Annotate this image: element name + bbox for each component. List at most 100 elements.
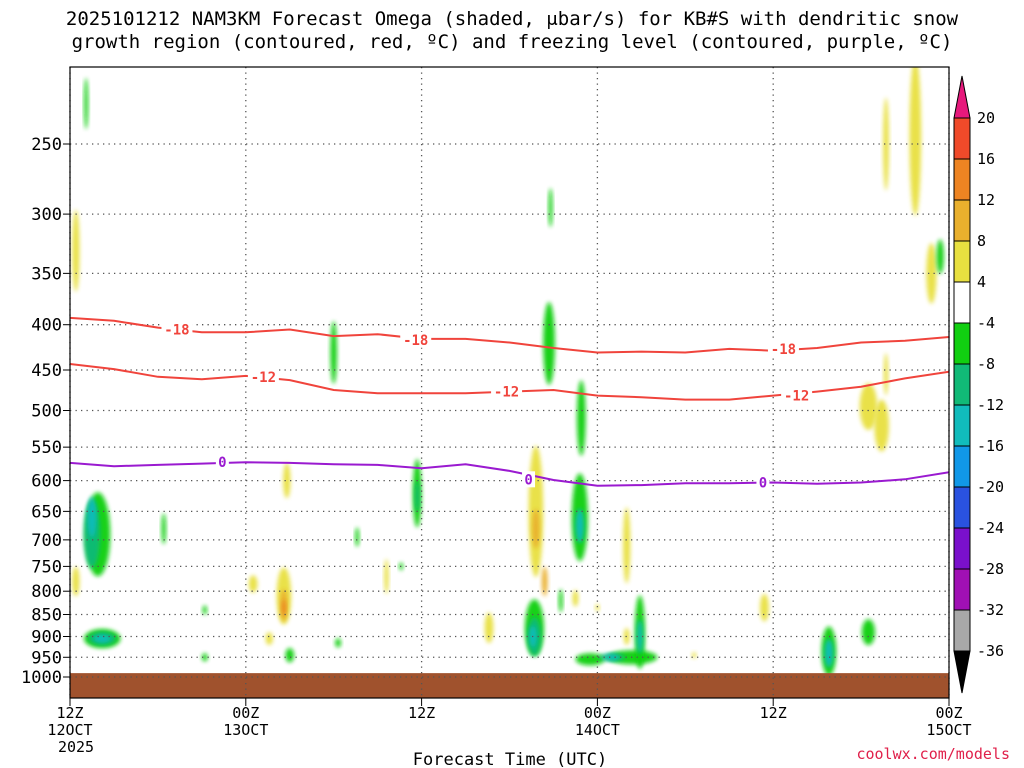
- site-credit[interactable]: coolwx.com/models: [856, 745, 1010, 763]
- y-tick-label: 900: [31, 627, 62, 647]
- omega-cell: [335, 638, 342, 648]
- y-tick-label: 800: [31, 582, 62, 602]
- x-tick-label: 12Z: [56, 704, 83, 722]
- contour-label: -12: [251, 370, 276, 386]
- omega-cell: [595, 604, 600, 612]
- pressure-gridlines: [69, 67, 950, 698]
- omega-cell: [691, 652, 697, 659]
- y-tick-label: 850: [31, 606, 62, 626]
- contour-line: [70, 461, 949, 487]
- x-tick-label: 12Z: [408, 704, 435, 722]
- colorbar-segment: [953, 486, 971, 529]
- colorbar-label: -24: [977, 519, 1004, 537]
- colorbar-label: 20: [977, 109, 995, 127]
- colorbar-label: 12: [977, 191, 995, 209]
- omega-cell: [604, 654, 620, 661]
- colorbar-segment: [953, 322, 971, 365]
- omega-cell: [760, 593, 769, 622]
- contour-label-background: [767, 340, 799, 357]
- colorbar-label: -20: [977, 478, 1004, 496]
- colorbar-label: 16: [977, 150, 995, 168]
- omega-cell: [824, 638, 834, 668]
- colorbar-label: -12: [977, 396, 1004, 414]
- omega-cell: [575, 653, 605, 666]
- contour-line: [70, 316, 949, 354]
- y-tick-label: 350: [31, 264, 62, 284]
- omega-shading: [72, 67, 944, 676]
- colorbar-segment: [953, 363, 971, 406]
- colorbar-label: -28: [977, 560, 1004, 578]
- contour-label-background: [215, 454, 229, 471]
- omega-cell: [355, 527, 360, 547]
- omega-cell: [84, 77, 89, 130]
- colorbar-segment: [953, 527, 971, 570]
- y-tick-label: 700: [31, 531, 62, 551]
- contour-label: -18: [164, 322, 189, 338]
- contour-label-background: [400, 331, 432, 348]
- colorbar: 20 16 12 8 4 -4 -8 -12 -16 -20 -24 -28 -32 -36: [953, 75, 1004, 694]
- contour-label-background: [781, 387, 813, 404]
- contour-label: -12: [494, 385, 519, 401]
- omega-cell: [72, 566, 80, 597]
- x-tick-year-label: 2025: [58, 738, 94, 756]
- omega-cell: [384, 559, 389, 594]
- colorbar-segment: [953, 609, 971, 652]
- contour-label-background: [161, 321, 193, 338]
- omega-cell: [87, 496, 97, 538]
- omega-cell: [543, 302, 555, 385]
- omega-cell: [936, 239, 944, 274]
- colorbar-bottom-arrow: [953, 650, 971, 694]
- colorbar-label: -4: [977, 314, 995, 332]
- colorbar-label: 4: [977, 273, 986, 291]
- contour-label: -18: [403, 333, 428, 349]
- colorbar-segment: [953, 117, 971, 160]
- omega-cell: [161, 513, 166, 545]
- colorbar-segment: [953, 199, 971, 242]
- colorbar-segment: [953, 445, 971, 488]
- omega-cell: [202, 605, 207, 615]
- omega-cell: [572, 590, 579, 607]
- y-tick-label: 600: [31, 472, 62, 492]
- chart-title-line1: 2025101212 NAM3KM Forecast Omega (shaded…: [65, 8, 959, 30]
- contour-label: -12: [784, 389, 809, 405]
- y-tick-label: 300: [31, 205, 62, 225]
- y-axis-ticks: 2503003504004505005506006507007508008509…: [21, 135, 70, 688]
- contour-label: 0: [218, 455, 226, 471]
- colorbar-segment: [953, 281, 971, 324]
- omega-cell: [484, 612, 494, 644]
- y-tick-label: 750: [31, 557, 62, 577]
- omega-cell: [607, 650, 658, 665]
- omega-cell: [330, 321, 337, 384]
- omega-cell: [883, 97, 889, 191]
- omega-cell: [532, 508, 540, 549]
- colorbar-label: -8: [977, 355, 995, 373]
- contour-label: 0: [759, 476, 767, 492]
- omega-cell: [623, 507, 631, 584]
- colorbar-segment: [953, 568, 971, 611]
- omega-cell: [926, 243, 937, 304]
- y-tick-label: 550: [31, 438, 62, 458]
- y-tick-label: 1000: [21, 668, 62, 688]
- omega-cell: [575, 508, 585, 543]
- omega-cell: [558, 588, 563, 613]
- y-tick-label: 250: [31, 135, 62, 155]
- x-tick-date-label: 15OCT: [926, 721, 971, 739]
- x-tick-label: 12Z: [760, 704, 787, 722]
- x-tick-label: 00Z: [935, 704, 962, 722]
- x-tick-date-label: 13OCT: [223, 721, 268, 739]
- omega-cell: [281, 599, 286, 616]
- contour-label-background: [491, 383, 523, 400]
- omega-cell: [883, 353, 889, 396]
- x-tick-label: 00Z: [584, 704, 611, 722]
- y-tick-label: 650: [31, 502, 62, 522]
- omega-cell: [285, 648, 295, 663]
- y-tick-label: 950: [31, 648, 62, 668]
- contours: -18 -18 -18 -12 -12 -12 0 0 0: [70, 316, 949, 492]
- omega-cell: [909, 67, 922, 216]
- x-tick-date-label: 14OCT: [575, 721, 620, 739]
- colorbar-label: -16: [977, 437, 1004, 455]
- ground-fill: [70, 673, 949, 698]
- x-tick-date-label: 12OCT: [47, 721, 92, 739]
